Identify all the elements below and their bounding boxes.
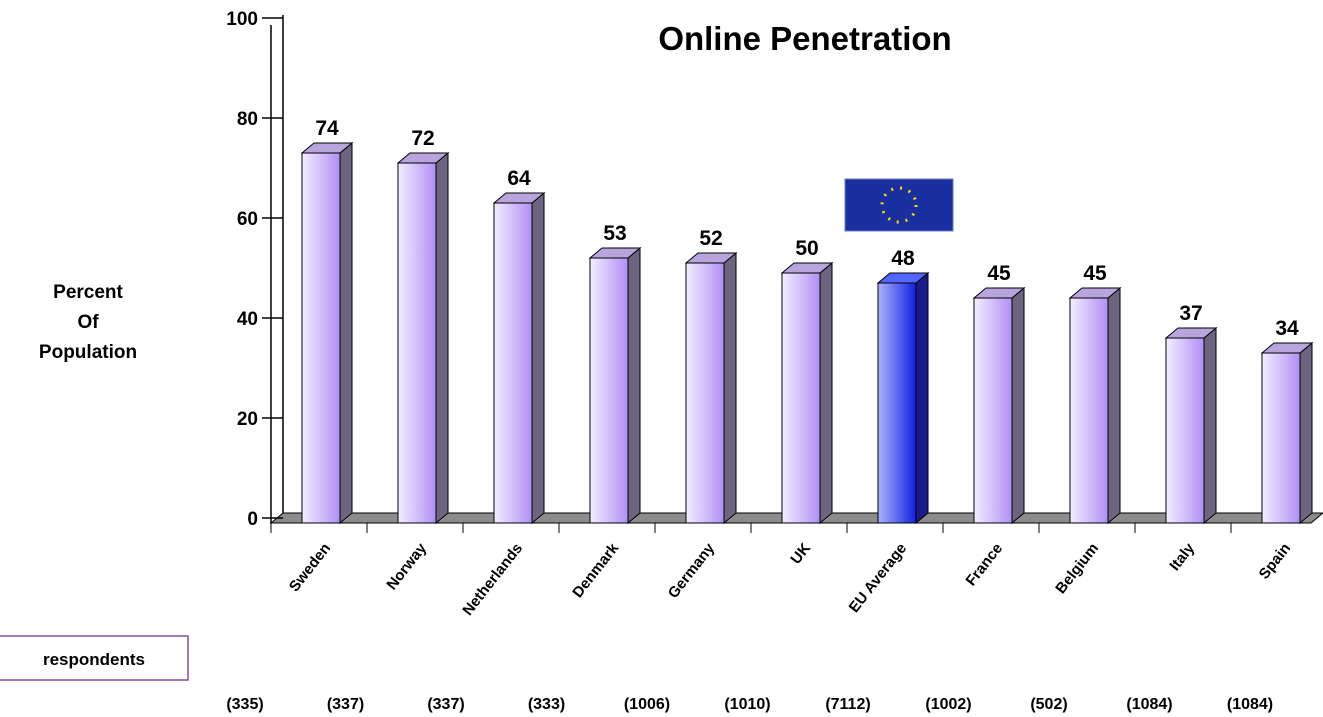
bar bbox=[876, 271, 930, 525]
bar-side bbox=[1011, 286, 1025, 525]
bar bbox=[396, 151, 450, 525]
bar-side bbox=[531, 191, 545, 525]
respondent-count: (337) bbox=[427, 696, 464, 713]
value-label: 48 bbox=[891, 247, 915, 270]
x-tick-label: EU Average bbox=[846, 540, 911, 616]
bar bbox=[588, 246, 642, 525]
bar-front bbox=[301, 152, 341, 524]
y-axis-label: Percent bbox=[53, 282, 123, 303]
x-tick-label: Spain bbox=[1256, 540, 1295, 583]
x-tick-label: Sweden bbox=[286, 540, 334, 595]
bar-front bbox=[973, 297, 1013, 524]
respondent-count: (1084) bbox=[1126, 696, 1172, 713]
value-label: 53 bbox=[603, 222, 626, 245]
y-axis-label: Population bbox=[39, 342, 137, 363]
y-tick-label: 0 bbox=[247, 509, 258, 530]
bar-side bbox=[915, 271, 929, 525]
bar-side bbox=[1107, 286, 1121, 525]
bar bbox=[780, 261, 834, 525]
bar-side bbox=[435, 151, 449, 525]
bar-side bbox=[819, 261, 833, 525]
value-label: 34 bbox=[1275, 317, 1299, 340]
value-label: 37 bbox=[1179, 302, 1202, 325]
value-label: 45 bbox=[987, 262, 1011, 285]
y-axis-label: Of bbox=[77, 312, 99, 333]
bar bbox=[972, 286, 1026, 525]
value-label: 52 bbox=[699, 227, 722, 250]
bar-side bbox=[1203, 326, 1217, 525]
x-tick-label: France bbox=[962, 540, 1006, 589]
respondent-count: (1006) bbox=[624, 696, 670, 713]
y-tick-label: 40 bbox=[237, 309, 258, 330]
bar-front bbox=[397, 162, 437, 524]
bar-front bbox=[1261, 352, 1301, 524]
bar bbox=[300, 141, 354, 525]
bar-front bbox=[877, 282, 917, 524]
x-tick-label: Norway bbox=[383, 539, 430, 593]
x-tick-label: Denmark bbox=[569, 539, 622, 601]
x-tick-label: Germany bbox=[665, 539, 719, 601]
x-tick-label: Belgium bbox=[1052, 540, 1102, 597]
respondent-count: (1084) bbox=[1227, 696, 1273, 713]
value-label: 74 bbox=[315, 117, 339, 140]
bar bbox=[492, 191, 546, 525]
value-label: 45 bbox=[1083, 262, 1107, 285]
bar-front bbox=[493, 202, 533, 524]
legend-box bbox=[0, 635, 189, 681]
legend-label: respondents bbox=[43, 650, 145, 669]
eu-flag bbox=[844, 178, 954, 232]
respondent-count: (333) bbox=[528, 696, 565, 713]
bar-side bbox=[339, 141, 353, 525]
bar-side bbox=[1299, 341, 1313, 525]
y-tick-label: 60 bbox=[237, 209, 258, 230]
chart-title: Online Penetration bbox=[658, 20, 951, 57]
respondent-count: (7112) bbox=[825, 696, 870, 713]
respondent-count: (1002) bbox=[925, 696, 971, 713]
value-label: 64 bbox=[507, 167, 531, 190]
bar-side bbox=[627, 246, 641, 525]
value-label: 72 bbox=[411, 127, 434, 150]
y-tick-label: 80 bbox=[237, 109, 258, 130]
bar bbox=[1260, 341, 1314, 525]
x-tick-label: Italy bbox=[1166, 539, 1198, 574]
respondent-count: (337) bbox=[327, 696, 364, 713]
bar-front bbox=[589, 257, 629, 524]
y-tick-label: 20 bbox=[237, 409, 258, 430]
respondent-count: (1010) bbox=[724, 696, 770, 713]
bar-front bbox=[685, 262, 725, 524]
bar-side bbox=[723, 251, 737, 525]
x-tick-label: Netherlands bbox=[459, 540, 526, 619]
bar-front bbox=[1165, 337, 1205, 524]
bar bbox=[1068, 286, 1122, 525]
bar-front bbox=[781, 272, 821, 524]
respondent-count: (502) bbox=[1030, 696, 1067, 713]
y-tick-label: 100 bbox=[226, 9, 258, 30]
bar bbox=[684, 251, 738, 525]
bar bbox=[1164, 326, 1218, 525]
bar-front bbox=[1069, 297, 1109, 524]
respondent-count: (335) bbox=[226, 696, 263, 713]
x-tick-label: UK bbox=[787, 540, 814, 568]
value-label: 50 bbox=[795, 237, 818, 260]
